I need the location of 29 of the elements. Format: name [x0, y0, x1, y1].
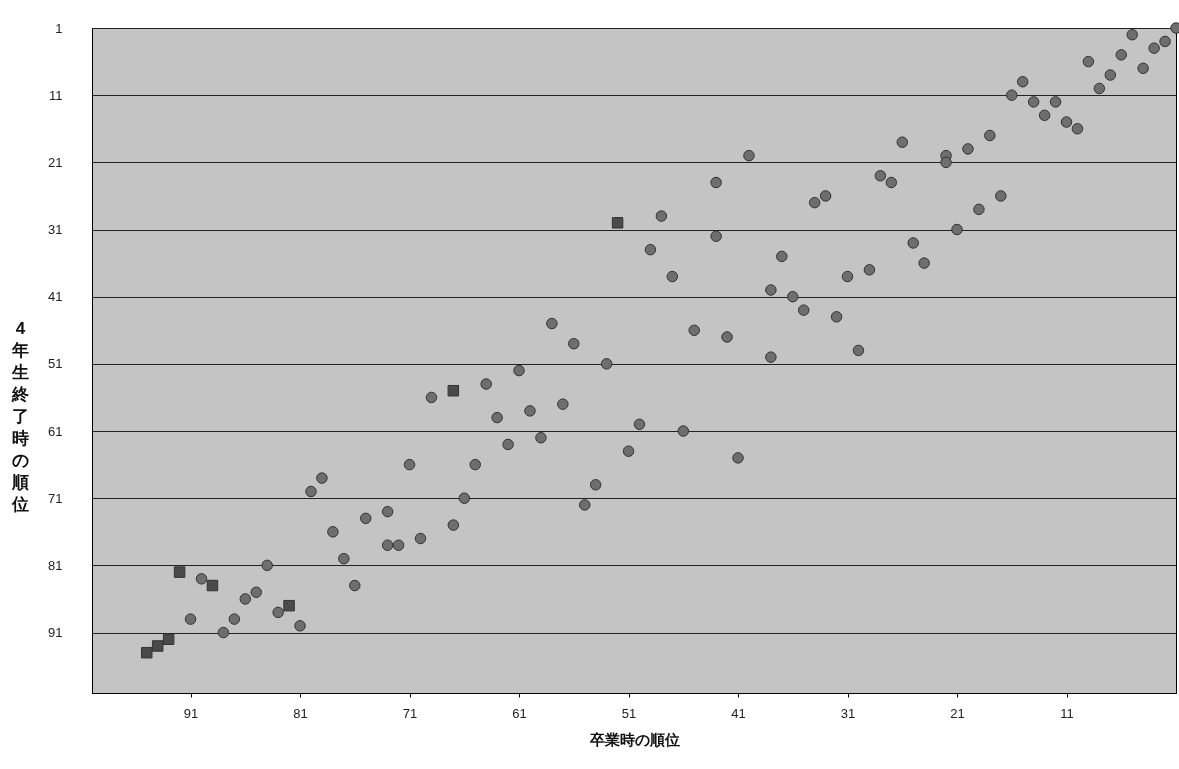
x-tick-label: 51: [621, 705, 637, 721]
y-tick-label: 51: [48, 356, 63, 372]
x-tick-label: 61: [512, 705, 527, 721]
x-tick-label: 11: [1060, 705, 1074, 721]
x-tick-label: 41: [731, 705, 746, 721]
y-tick-label: 61: [48, 423, 63, 439]
x-tick-label: 81: [293, 705, 308, 721]
point: [173, 566, 186, 578]
y-tick-label: 1: [55, 20, 63, 36]
y-tick-label: 41: [48, 289, 63, 305]
point: [151, 640, 164, 652]
x-tick-label: 71: [402, 705, 418, 721]
point: [141, 646, 153, 659]
y-tick-label: 31: [48, 222, 63, 238]
y-tick-label: 91: [48, 625, 63, 641]
point: [447, 384, 460, 397]
y-tick-label: 11: [49, 87, 63, 103]
y-tick-label: 71: [48, 490, 63, 506]
point: [283, 599, 295, 612]
point: [162, 633, 175, 646]
text: 4年生終了時の順位: [12, 318, 29, 514]
x-tick-label: 21: [950, 705, 965, 721]
x-tick-label: 91: [183, 705, 199, 721]
y-tick-label: 81: [48, 557, 63, 573]
point: [611, 217, 624, 229]
x-axis-title: 卒業時の順位: [588, 730, 680, 748]
x-tick-label: 31: [840, 705, 856, 721]
y-tick-label: 21: [48, 154, 63, 170]
point: [206, 579, 219, 592]
